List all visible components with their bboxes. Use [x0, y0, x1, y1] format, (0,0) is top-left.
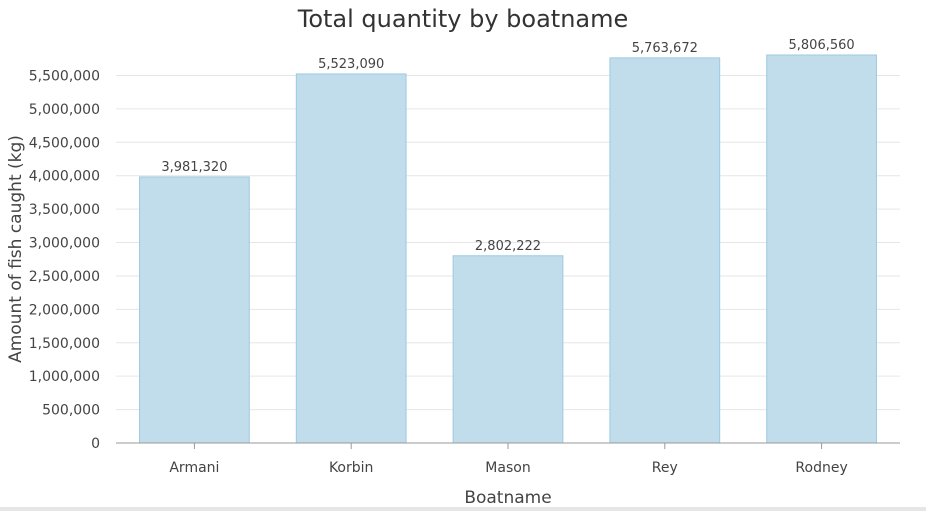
x-tick-label: Rodney — [795, 460, 847, 476]
y-tick-label: 4,000,000 — [29, 169, 100, 185]
chart-title: Total quantity by boatname — [297, 5, 629, 33]
bar[interactable] — [609, 57, 721, 444]
x-tick-label: Rey — [652, 460, 678, 476]
x-tick-label: Korbin — [329, 460, 373, 476]
y-tick-label: 1,500,000 — [29, 336, 100, 352]
data-labels: 3,981,320 5,523,090 2,802,222 5,763,672 5,80… — [161, 38, 854, 254]
y-tick-label: 0 — [91, 436, 100, 452]
bar-value-label: 5,523,090 — [318, 57, 384, 72]
y-axis-ticks: 0 500,000 1,000,000 1,500,000 2,000,000 2,500… — [29, 68, 100, 452]
x-axis-title: Boatname — [464, 488, 551, 508]
bar[interactable] — [139, 176, 250, 444]
bar[interactable] — [452, 255, 564, 444]
x-tick-label: Mason — [485, 460, 530, 476]
y-tick-label: 3,500,000 — [29, 202, 100, 218]
y-axis-title: Amount of fish caught (kg) — [6, 135, 26, 363]
y-tick-label: 2,500,000 — [29, 269, 100, 285]
bar[interactable] — [295, 73, 407, 444]
x-tick-label: Armani — [169, 460, 219, 476]
bar-value-label: 5,806,560 — [789, 38, 855, 53]
bar[interactable] — [766, 54, 877, 444]
y-tick-label: 5,500,000 — [29, 68, 100, 84]
bar-value-label: 5,763,672 — [632, 41, 698, 56]
x-axis-ticks: Armani Korbin Mason Rey Rodney — [169, 443, 848, 476]
bar-value-label: 3,981,320 — [161, 160, 227, 175]
y-tick-label: 3,000,000 — [29, 236, 100, 252]
y-tick-label: 4,500,000 — [29, 135, 100, 151]
bars — [139, 54, 877, 444]
y-tick-label: 5,000,000 — [29, 102, 100, 118]
bottom-scroll-strip — [0, 507, 926, 511]
y-tick-label: 1,000,000 — [29, 369, 100, 385]
y-tick-label: 2,000,000 — [29, 302, 100, 318]
bar-value-label: 2,802,222 — [475, 239, 541, 254]
y-tick-label: 500,000 — [42, 403, 100, 419]
